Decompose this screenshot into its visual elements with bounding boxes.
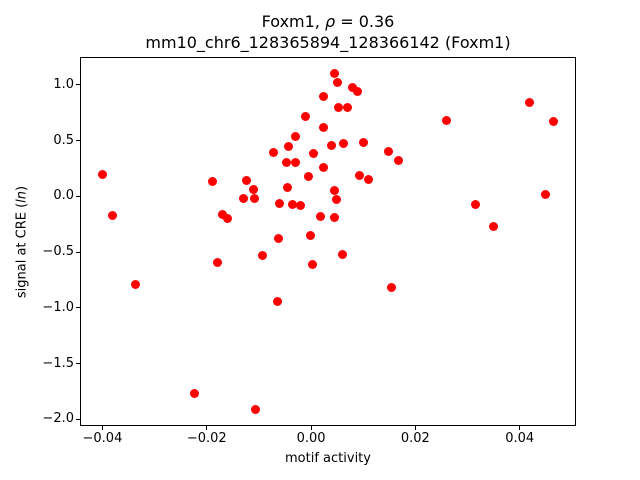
- scatter-point: [223, 214, 233, 224]
- chart-title: Foxm1, ρ = 0.36 mm10_chr6_128365894_1283…: [0, 11, 640, 53]
- y-axis-tick: [76, 140, 80, 142]
- scatter-point: [273, 234, 283, 244]
- scatter-point: [309, 149, 319, 159]
- y-tick-label: −0.5: [42, 244, 74, 260]
- scatter-point: [337, 249, 347, 259]
- scatter-point: [384, 147, 394, 157]
- scatter-point: [319, 91, 329, 101]
- scatter-point: [274, 198, 284, 208]
- scatter-point: [283, 182, 293, 192]
- x-tick-label: −0.04: [82, 431, 123, 446]
- scatter-point: [97, 169, 107, 179]
- scatter-point: [272, 296, 282, 306]
- y-axis-tick: [76, 195, 80, 197]
- scatter-point: [190, 389, 200, 399]
- scatter-point: [358, 138, 368, 148]
- scatter-point: [332, 78, 342, 88]
- y-axis-tick: [76, 84, 80, 86]
- scatter-point: [330, 186, 340, 196]
- x-axis-tick: [101, 426, 103, 430]
- x-axis-tick: [206, 426, 208, 430]
- chart-subtitle: mm10_chr6_128365894_128366142 (Foxm1): [145, 33, 511, 52]
- x-axis-tick: [519, 426, 521, 430]
- x-tick-label: 0.04: [505, 431, 535, 446]
- scatter-point: [343, 102, 353, 112]
- scatter-point: [353, 87, 363, 97]
- plot-area: [80, 57, 576, 426]
- title-prefix: Foxm1,: [261, 12, 325, 31]
- y-axis-tick: [76, 418, 80, 420]
- scatter-point: [315, 211, 325, 221]
- scatter-point: [108, 210, 118, 220]
- y-axis-tick: [76, 363, 80, 365]
- scatter-point: [250, 194, 260, 204]
- scatter-point: [212, 257, 222, 267]
- scatter-point: [251, 404, 261, 414]
- x-tick-label: −0.02: [186, 431, 227, 446]
- scatter-point: [288, 199, 298, 209]
- scatter-point: [386, 283, 396, 293]
- scatter-point: [303, 171, 313, 181]
- scatter-point: [281, 158, 291, 168]
- scatter-point: [290, 131, 300, 141]
- scatter-point: [355, 170, 365, 180]
- y-tick-label: 0.0: [53, 188, 74, 204]
- scatter-point: [241, 176, 251, 186]
- scatter-point: [291, 158, 301, 168]
- scatter-point: [393, 156, 403, 166]
- title-rho-value: = 0.36: [335, 12, 395, 31]
- scatter-point: [489, 221, 499, 231]
- x-axis-label: motif activity: [285, 451, 371, 466]
- scatter-point: [548, 117, 558, 127]
- scatter-point: [258, 250, 268, 260]
- x-tick-label: 0.00: [296, 431, 326, 446]
- y-tick-label: −1.0: [42, 299, 74, 315]
- chart-title-line1: Foxm1, ρ = 0.36: [0, 11, 640, 32]
- scatter-point: [130, 279, 140, 289]
- scatter-point: [363, 175, 373, 185]
- y-axis-tick: [76, 251, 80, 253]
- x-axis-tick: [310, 426, 312, 430]
- x-tick-label: 0.02: [400, 431, 430, 446]
- y-tick-label: 0.5: [53, 132, 74, 148]
- y-tick-label: −2.0: [42, 411, 74, 427]
- scatter-point: [524, 98, 534, 108]
- scatter-point: [218, 209, 228, 219]
- scatter-point: [334, 102, 344, 112]
- y-axis-tick: [76, 307, 80, 309]
- scatter-point: [330, 69, 340, 79]
- scatter-point: [249, 185, 259, 195]
- scatter-point: [330, 213, 340, 223]
- scatter-point: [268, 148, 278, 158]
- scatter-point: [319, 122, 329, 132]
- y-tick-label: 1.0: [53, 76, 74, 92]
- scatter-point: [239, 194, 249, 204]
- scatter-point: [442, 116, 452, 126]
- scatter-point: [327, 140, 337, 150]
- y-tick-label: −1.5: [42, 355, 74, 371]
- title-rho-symbol: ρ: [324, 12, 336, 31]
- scatter-point: [295, 200, 305, 210]
- scatter-point: [541, 189, 551, 199]
- scatter-point: [470, 199, 480, 209]
- scatter-point: [319, 162, 329, 172]
- scatter-point: [332, 195, 342, 205]
- scatter-point: [308, 259, 318, 269]
- scatter-point: [339, 139, 349, 149]
- scatter-point: [306, 230, 316, 240]
- scatter-point: [284, 141, 294, 151]
- scatter-point: [300, 111, 310, 121]
- scatter-point: [348, 82, 358, 92]
- x-axis-tick: [414, 426, 416, 430]
- scatter-point: [208, 177, 218, 187]
